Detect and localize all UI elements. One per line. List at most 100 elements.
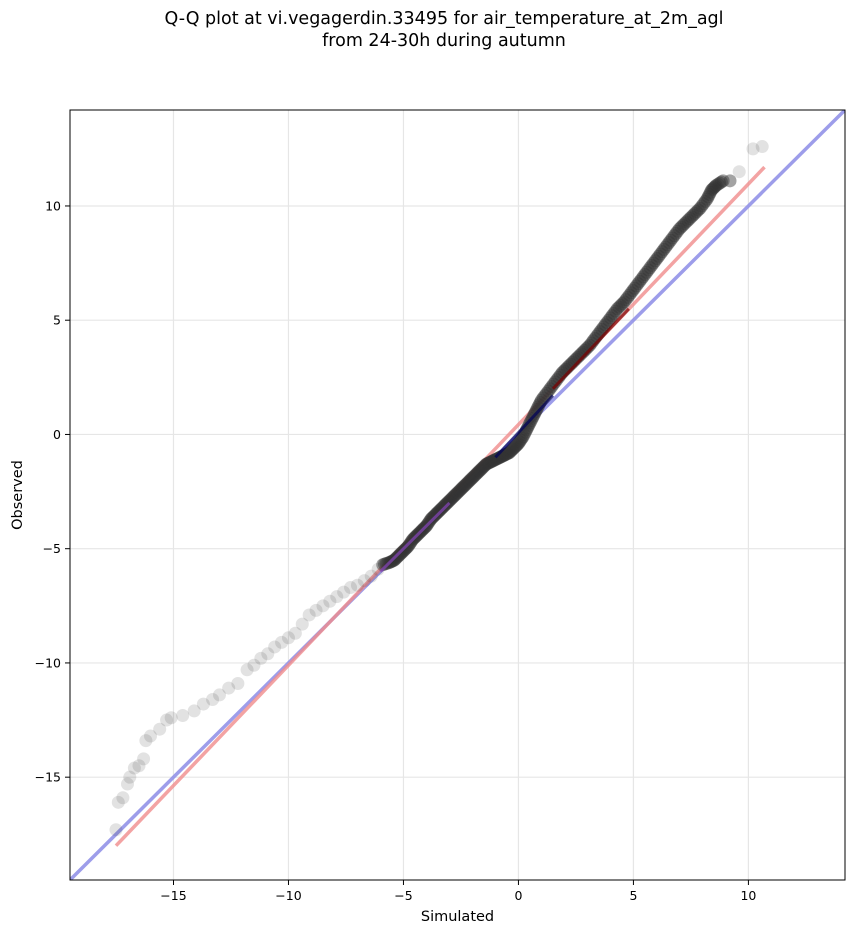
data-point-fill-62-2 bbox=[482, 456, 496, 470]
data-point-fill-84-1 bbox=[605, 309, 619, 323]
data-point-fill-40-2 bbox=[379, 557, 393, 571]
data-point-fill-62-3 bbox=[483, 455, 497, 469]
data-point-fill-94-2 bbox=[676, 218, 690, 232]
data-point-fill-64-1 bbox=[490, 452, 504, 466]
data-point-fill-67-3 bbox=[506, 442, 520, 456]
data-point-91 bbox=[652, 249, 666, 263]
data-point-101 bbox=[716, 174, 730, 188]
data-point-fill-60-1 bbox=[471, 465, 485, 479]
data-point-90 bbox=[645, 258, 659, 272]
data-point-fill-54-1 bbox=[444, 493, 458, 507]
data-point-fill-68-2 bbox=[509, 439, 523, 453]
data-point-5 bbox=[127, 761, 141, 775]
data-point-fill-61-3 bbox=[478, 458, 492, 472]
data-point-fill-68-1 bbox=[508, 440, 522, 454]
data-point-34 bbox=[337, 585, 351, 599]
data-point-fill-87-3 bbox=[629, 279, 643, 293]
chart-title-block: Q-Q plot at vi.vegagerdin.33495 for air_… bbox=[0, 8, 854, 52]
data-point-fill-75-1 bbox=[543, 382, 557, 396]
data-point-fill-97-1 bbox=[695, 199, 709, 213]
data-point-fill-54-3 bbox=[446, 490, 460, 504]
data-point-fill-90-1 bbox=[647, 256, 661, 270]
data-point-fill-55-2 bbox=[449, 487, 463, 501]
data-point-fill-85-3 bbox=[616, 297, 630, 311]
data-point-76 bbox=[548, 375, 562, 389]
data-point-fill-59-2 bbox=[468, 469, 482, 483]
data-point-52 bbox=[433, 503, 447, 517]
data-point-28 bbox=[295, 617, 309, 631]
y-tick-label-1: −10 bbox=[35, 655, 61, 670]
data-point-fill-43-1 bbox=[393, 547, 407, 561]
data-point-6 bbox=[132, 759, 146, 773]
data-point-fill-90-2 bbox=[648, 254, 662, 268]
data-point-102 bbox=[723, 174, 737, 188]
data-point-fill-58-1 bbox=[462, 474, 476, 488]
data-point-51 bbox=[429, 507, 443, 521]
data-point-fill-42-2 bbox=[390, 551, 404, 565]
data-point-2 bbox=[116, 791, 130, 805]
data-point-69 bbox=[511, 437, 525, 451]
data-point-53 bbox=[438, 498, 452, 512]
data-point-fill-88-3 bbox=[636, 270, 650, 284]
data-point-84 bbox=[603, 311, 617, 325]
y-tick-label-4: 5 bbox=[53, 313, 61, 328]
data-point-fill-98-3 bbox=[703, 185, 717, 199]
data-point-fill-55-1 bbox=[448, 488, 462, 502]
data-point-31 bbox=[316, 599, 330, 613]
data-point-fill-89-2 bbox=[641, 263, 655, 277]
data-point-fill-100-2 bbox=[713, 176, 727, 190]
data-point-60 bbox=[470, 466, 484, 480]
data-point-92 bbox=[659, 240, 673, 254]
y-tick-label-3: 0 bbox=[53, 427, 61, 442]
data-point-39 bbox=[371, 562, 385, 576]
data-point-fill-51-3 bbox=[432, 504, 446, 518]
plot-frame bbox=[69, 109, 846, 881]
data-point-fill-53-1 bbox=[439, 497, 453, 511]
data-point-fill-74-3 bbox=[540, 386, 554, 400]
data-point-fill-100-1 bbox=[711, 177, 725, 191]
data-point-fill-92-1 bbox=[660, 238, 674, 252]
y-tick-label-5: 10 bbox=[45, 198, 61, 213]
data-point-fill-89-1 bbox=[640, 265, 654, 279]
data-point-14 bbox=[187, 704, 201, 718]
data-point-7 bbox=[137, 752, 151, 766]
data-point-11 bbox=[160, 713, 174, 727]
data-point-fill-66-3 bbox=[501, 446, 515, 460]
data-point-23 bbox=[261, 647, 275, 661]
data-point-fill-51-1 bbox=[430, 506, 444, 520]
data-point-fill-87-1 bbox=[626, 284, 640, 298]
data-point-fill-59-1 bbox=[467, 470, 481, 484]
data-point-44 bbox=[396, 544, 410, 558]
data-point-70 bbox=[516, 430, 530, 444]
data-point-12 bbox=[164, 711, 178, 725]
data-point-fill-75-2 bbox=[545, 379, 559, 393]
data-point-fill-51-2 bbox=[431, 505, 445, 519]
data-point-8 bbox=[139, 734, 153, 748]
data-point-fill-57-2 bbox=[459, 478, 473, 492]
data-point-93 bbox=[666, 231, 680, 245]
highlight-segment-0 bbox=[379, 501, 451, 573]
data-point-fill-99-1 bbox=[706, 182, 720, 196]
data-point-26 bbox=[281, 631, 295, 645]
data-point-fill-94-3 bbox=[678, 217, 692, 231]
data-point-62 bbox=[479, 457, 493, 471]
data-point-fill-92-3 bbox=[664, 233, 678, 247]
data-point-21 bbox=[247, 658, 261, 672]
data-point-fill-96-2 bbox=[690, 205, 704, 219]
data-point-fill-75-3 bbox=[547, 377, 561, 391]
data-point-fill-86-1 bbox=[619, 293, 633, 307]
data-point-94 bbox=[672, 222, 686, 236]
data-point-fill-99-2 bbox=[707, 181, 721, 195]
data-point-96 bbox=[686, 208, 700, 222]
data-point-30 bbox=[309, 603, 323, 617]
data-point-58 bbox=[461, 475, 475, 489]
data-point-fill-69-3 bbox=[515, 431, 529, 445]
data-point-fill-85-1 bbox=[612, 300, 626, 314]
data-point-fill-83-2 bbox=[600, 315, 614, 329]
chart-subtitle: from 24-30h during autumn bbox=[322, 31, 566, 51]
data-point-fill-56-2 bbox=[454, 482, 468, 496]
data-point-fill-96-1 bbox=[688, 206, 702, 220]
data-point-43 bbox=[392, 549, 406, 563]
highlight-segment-1 bbox=[494, 394, 555, 459]
data-point-fill-56-3 bbox=[455, 481, 469, 495]
